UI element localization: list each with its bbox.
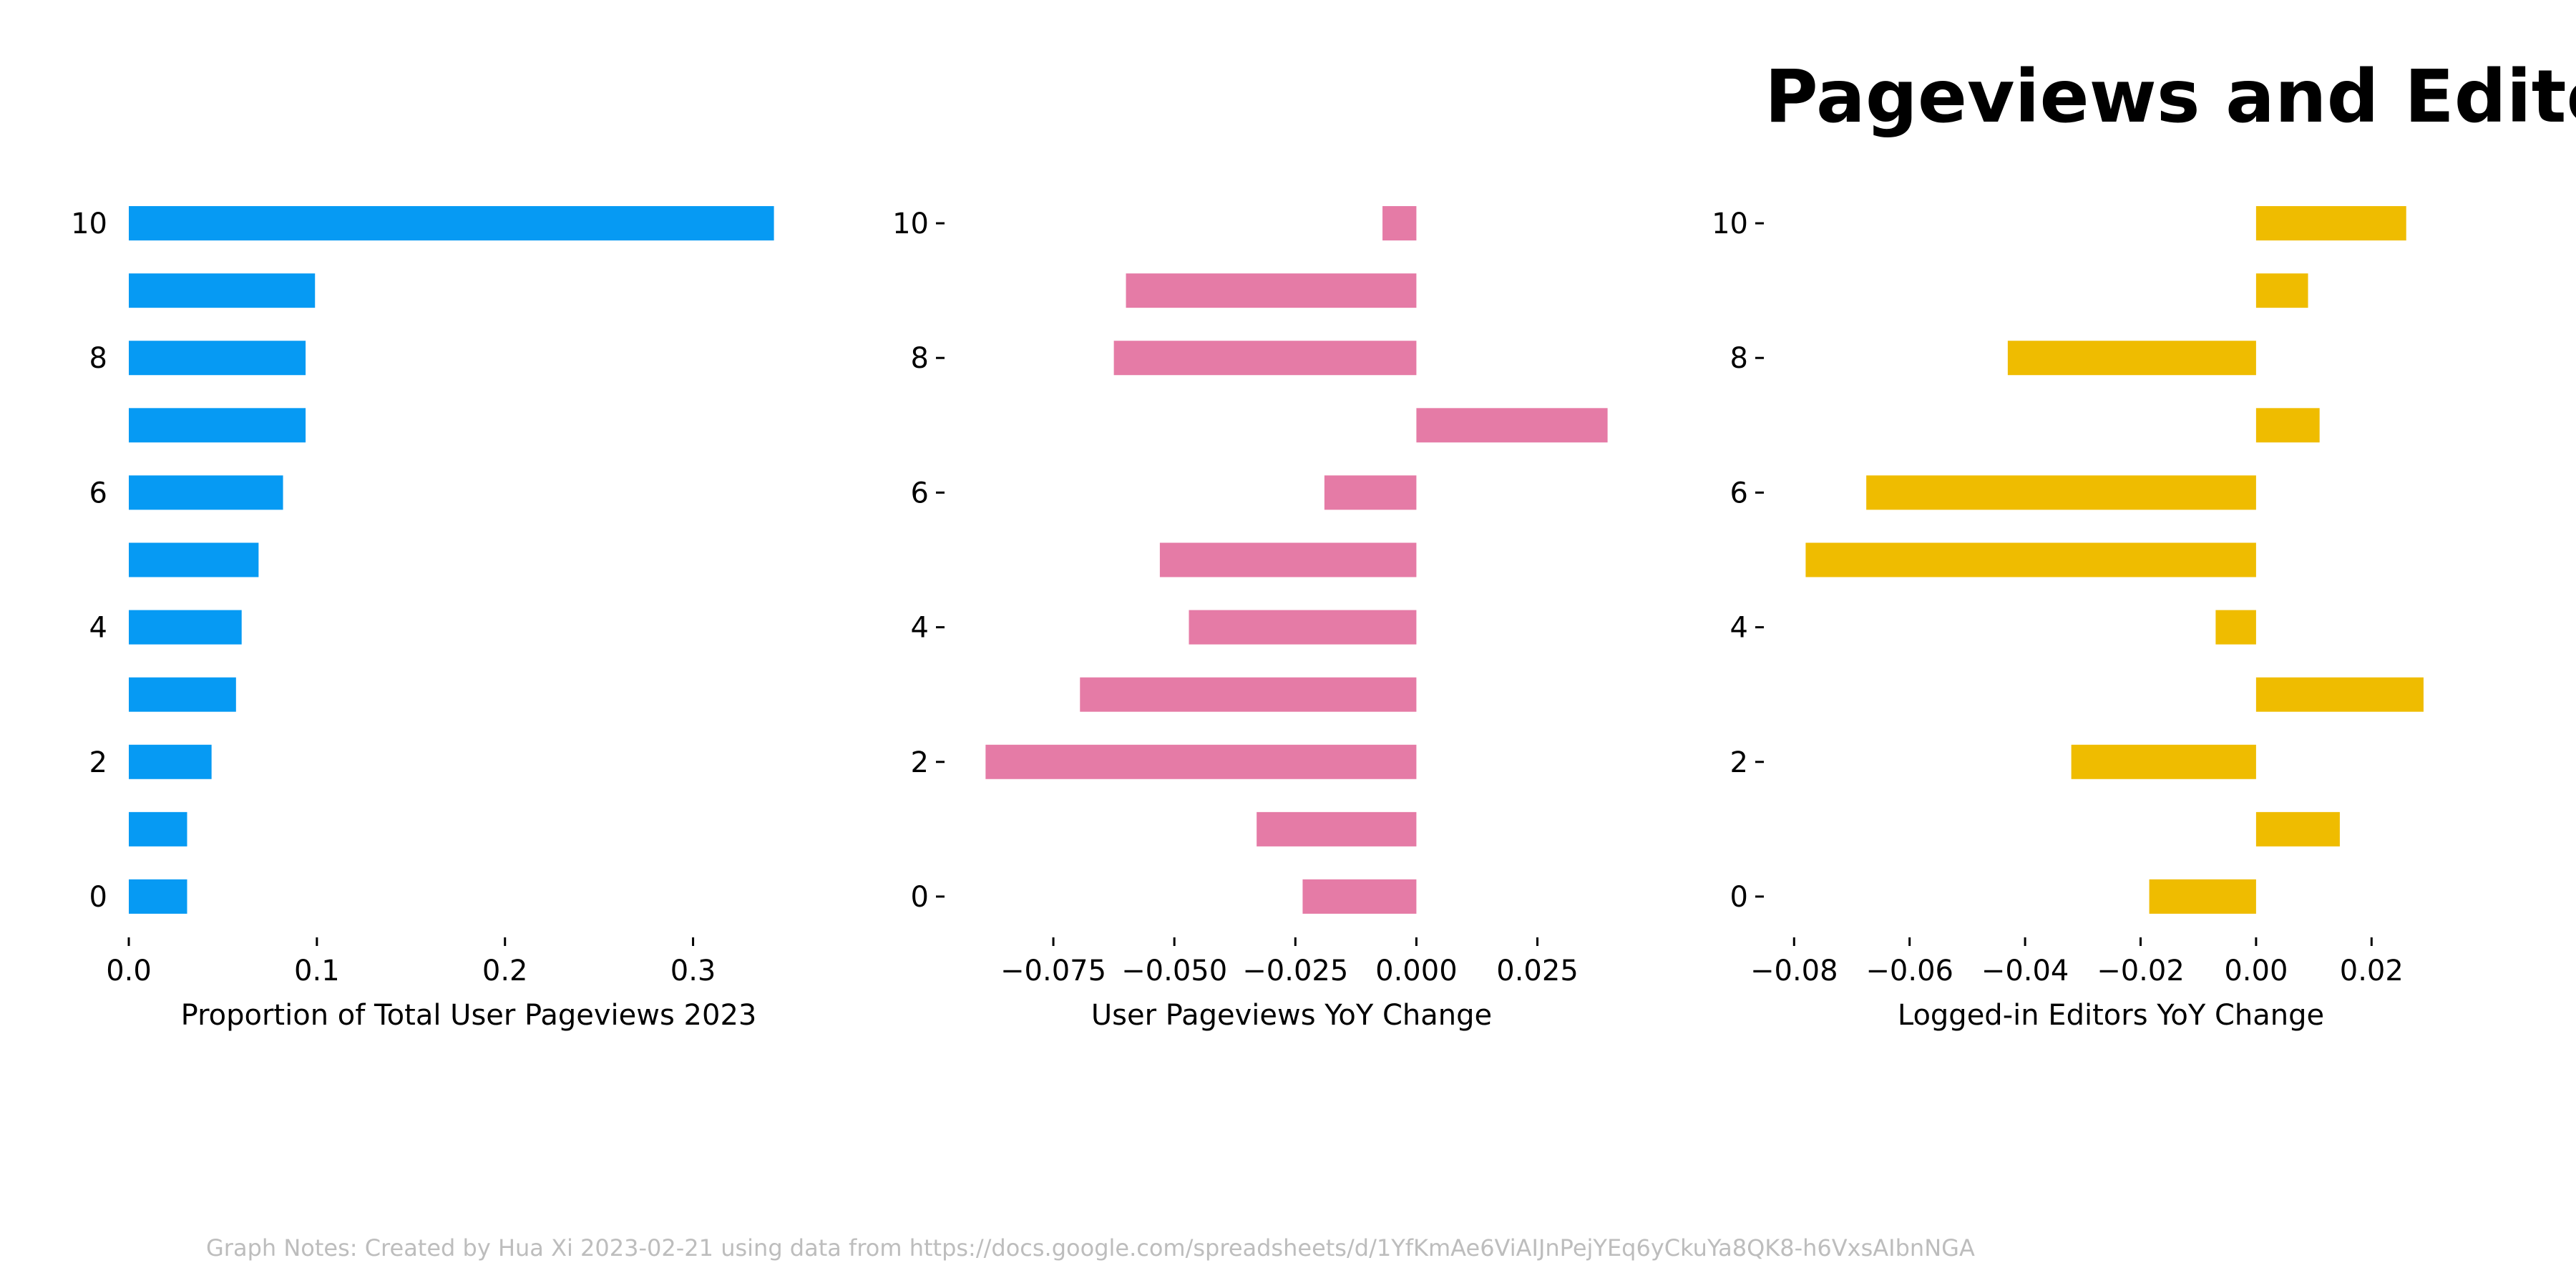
bar-8 [1113, 341, 1417, 376]
bar-5 [1805, 542, 2256, 577]
x-tick-label: 0.2 [482, 955, 528, 987]
chart-panel-3: 0 2 4 6 8 10 −0.08 −0.06 −0.04 −0.02 0.00 0.02 Logge… [1712, 206, 2424, 1032]
x-tick-label: −0.08 [1750, 955, 1838, 987]
y-tick-label: 10 [892, 208, 929, 240]
y-tick-label: 6 [911, 477, 929, 509]
bar-9 [2255, 273, 2308, 308]
bar-5 [129, 542, 259, 577]
bar-6 [129, 475, 283, 510]
bar-5 [1159, 542, 1417, 577]
x-tick-label: −0.06 [1865, 955, 1953, 987]
bar-2 [129, 744, 212, 779]
x-tick-label: 0.0 [106, 955, 152, 987]
bar-7 [1416, 408, 1608, 443]
bar-4 [129, 610, 242, 645]
bar-7 [129, 408, 306, 443]
bar-3 [1080, 677, 1417, 712]
bar-0 [129, 879, 187, 914]
x-tick-label: 0.000 [1375, 955, 1458, 987]
y-tick-label: 6 [89, 477, 107, 509]
x-tick-label: 0.025 [1496, 955, 1579, 987]
bar-3 [129, 677, 236, 712]
bar-1 [129, 811, 187, 847]
bar-3 [2255, 677, 2424, 712]
x-tick-label: 0.3 [670, 955, 716, 987]
x-tick-label: −0.050 [1121, 955, 1227, 987]
y-tick-label: 0 [1730, 881, 1748, 914]
y-tick-label: 4 [911, 612, 929, 645]
bar-0 [1302, 879, 1417, 914]
y-tick-label: 4 [89, 612, 107, 645]
bar-2 [2071, 744, 2256, 779]
y-tick-label: 8 [911, 342, 929, 375]
y-tick-label: 10 [71, 208, 107, 240]
y-tick-label: 8 [1730, 342, 1748, 375]
chart-panel-1: 0 2 4 6 8 10 0.0 0.1 0.2 0.3 Proportion of Total U… [71, 206, 774, 1032]
x-tick-label: 0.02 [2340, 955, 2404, 987]
y-tick-label: 6 [1730, 477, 1748, 509]
bar-1 [2255, 811, 2340, 847]
y-tick-label: 4 [1730, 612, 1748, 645]
y-tick-label: 10 [1712, 208, 1748, 240]
y-tick-label: 0 [911, 881, 929, 914]
x-tick-label: −0.075 [1000, 955, 1106, 987]
bar-2 [985, 744, 1417, 779]
bar-10 [129, 206, 774, 241]
x-axis-label: Logged-in Editors YoY Change [1898, 999, 2324, 1032]
bar-8 [129, 341, 306, 376]
x-tick-label: −0.04 [1981, 955, 2069, 987]
bar-9 [1126, 273, 1417, 308]
chart-title: Pageviews and Editors [1765, 54, 2576, 140]
bar-10 [1382, 206, 1417, 241]
y-tick-label: 0 [89, 881, 107, 914]
x-tick-label: 0.00 [2224, 955, 2288, 987]
bar-10 [2255, 206, 2406, 241]
x-axis-label: User Pageviews YoY Change [1091, 999, 1492, 1032]
bar-6 [1324, 475, 1417, 510]
y-tick-label: 2 [911, 746, 929, 779]
x-tick-label: −0.025 [1242, 955, 1348, 987]
bar-0 [2149, 879, 2256, 914]
y-tick-label: 8 [89, 342, 107, 375]
bar-7 [2255, 408, 2320, 443]
bar-9 [129, 273, 316, 308]
bar-4 [1189, 610, 1417, 645]
chart-panels: 0 2 4 6 8 10 0.0 0.1 0.2 0.3 Proportion of Total U… [71, 206, 2424, 1032]
y-tick-label: 2 [89, 746, 107, 779]
bar-1 [1257, 811, 1417, 847]
x-axis-label: Proportion of Total User Pageviews 2023 [181, 999, 757, 1032]
y-tick-label: 2 [1730, 746, 1748, 779]
graph-notes: Graph Notes: Created by Hua Xi 2023-02-2… [206, 1234, 1975, 1262]
bar-8 [2007, 341, 2256, 376]
x-tick-label: 0.1 [294, 955, 340, 987]
bar-4 [2215, 610, 2256, 645]
chart-panel-2: 0 2 4 6 8 10 −0.075 −0.050 −0.025 0.000 0.025User … [892, 206, 1608, 1032]
x-tick-label: −0.02 [2097, 955, 2185, 987]
bar-6 [1866, 475, 2256, 510]
